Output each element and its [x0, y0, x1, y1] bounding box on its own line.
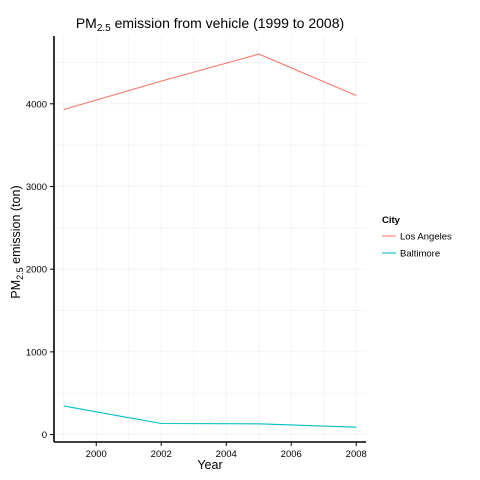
x-axis-title: Year	[197, 458, 222, 472]
x-tick-label-2008: 2008	[346, 449, 367, 460]
series-lines	[63, 53, 357, 428]
y-tick-label-3000: 3000	[26, 182, 47, 193]
x-tick-label-2000: 2000	[86, 449, 107, 460]
chart-title-suffix: emission from vehicle (1999 to 2008)	[111, 15, 344, 31]
y-tick-label-2000: 2000	[26, 265, 47, 276]
y-tick-label-0: 0	[42, 430, 47, 441]
legend: City Los Angeles Baltimore	[382, 215, 452, 260]
y-tick-label-1000: 1000	[26, 347, 47, 358]
chart-title-prefix: PM	[76, 15, 97, 31]
legend-label-los-angeles: Los Angeles	[400, 232, 452, 243]
x-tick-label-2002: 2002	[151, 449, 172, 460]
y-axis-title-subscript: 2.5	[15, 267, 25, 280]
legend-label-baltimore: Baltimore	[400, 249, 440, 260]
x-tick-label-2004: 2004	[216, 449, 237, 460]
legend-items: Los Angeles Baltimore	[382, 232, 452, 260]
chart-title-subscript: 2.5	[97, 23, 111, 34]
y-axis-title-prefix: PM	[9, 280, 23, 299]
chart-title: PM2.5 emission from vehicle (1999 to 200…	[76, 15, 344, 34]
series-line-baltimore	[63, 405, 357, 428]
series-line-los-angeles	[63, 53, 357, 111]
legend-title: City	[382, 215, 401, 226]
x-tick-label-2006: 2006	[281, 449, 302, 460]
grid	[54, 36, 366, 442]
y-tick-label-4000: 4000	[26, 99, 47, 110]
axes	[53, 36, 366, 443]
y-ticks: 0 1000 2000 3000 4000	[26, 99, 54, 441]
x-ticks: 2000 2002 2004 2006 2008	[86, 442, 367, 460]
y-axis-title-suffix: emission (ton)	[9, 185, 23, 267]
y-axis-title: PM2.5 emission (ton)	[9, 185, 25, 298]
